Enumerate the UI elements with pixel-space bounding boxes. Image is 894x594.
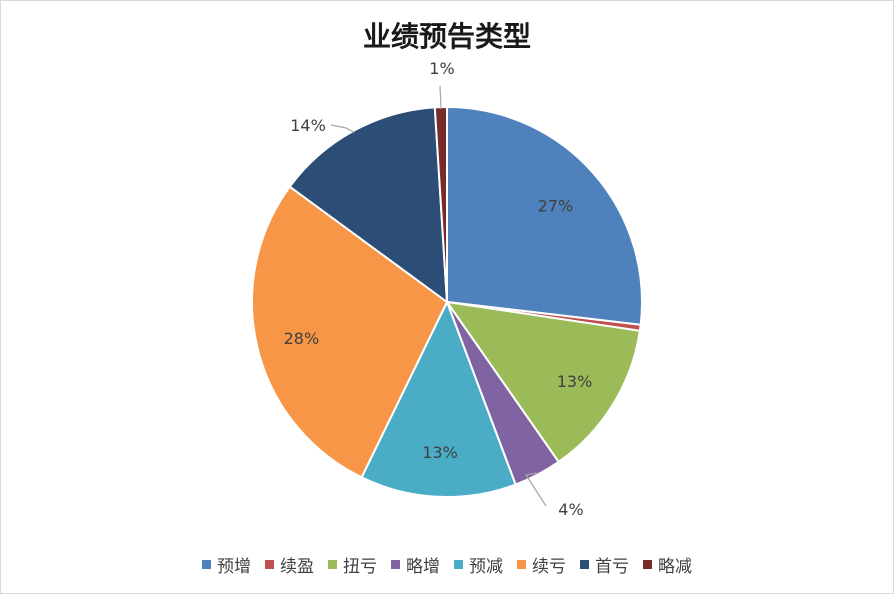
legend-swatch bbox=[517, 560, 526, 569]
legend-swatch bbox=[391, 560, 400, 569]
legend-swatch bbox=[328, 560, 337, 569]
legend-label: 续亏 bbox=[532, 557, 566, 577]
legend-item-8: 略减 bbox=[643, 552, 692, 577]
data-label-4: 4% bbox=[558, 500, 583, 519]
legend-item-6: 续亏 bbox=[517, 552, 566, 577]
legend-item-3: 扭亏 bbox=[328, 552, 377, 577]
pie-slice-6 bbox=[251, 185, 449, 479]
pie-slice-7 bbox=[288, 106, 449, 305]
data-label-7: 14% bbox=[290, 116, 326, 135]
legend-swatch bbox=[454, 560, 463, 569]
pie-slice-3 bbox=[444, 300, 641, 464]
legend-swatch bbox=[202, 560, 211, 569]
legend-label: 预减 bbox=[469, 557, 503, 577]
data-label-3: 13% bbox=[557, 372, 593, 391]
data-label-8: 1% bbox=[429, 59, 454, 78]
data-label-6: 28% bbox=[284, 329, 320, 348]
data-label-1: 27% bbox=[538, 197, 574, 216]
leader-line-8 bbox=[439, 85, 442, 110]
legend-item-4: 略增 bbox=[391, 552, 440, 577]
leader-line-4 bbox=[525, 472, 547, 507]
legend-item-5: 预减 bbox=[454, 552, 503, 577]
legend-swatch bbox=[580, 560, 589, 569]
legend-swatch bbox=[265, 560, 274, 569]
legend-swatch bbox=[643, 560, 652, 569]
legend-label: 首亏 bbox=[595, 557, 629, 577]
legend-label: 续盈 bbox=[280, 557, 314, 577]
legend-label: 扭亏 bbox=[343, 557, 377, 577]
legend-item-7: 首亏 bbox=[580, 552, 629, 577]
legend-label: 略增 bbox=[406, 557, 440, 577]
pie-slice-5 bbox=[360, 299, 517, 498]
leader-line-7 bbox=[330, 124, 355, 134]
pie-slice-1 bbox=[446, 105, 643, 326]
data-label-5: 13% bbox=[422, 443, 458, 462]
legend-item-1: 预增 bbox=[202, 552, 251, 577]
legend-item-2: 续盈 bbox=[265, 552, 314, 577]
legend-label: 预增 bbox=[217, 557, 251, 577]
legend-label: 略减 bbox=[658, 557, 692, 577]
chart-legend: 预增 续盈 扭亏 略增 预减 续亏 首亏 略减 bbox=[1, 552, 893, 577]
chart-title: 业绩预告类型 bbox=[362, 20, 531, 53]
